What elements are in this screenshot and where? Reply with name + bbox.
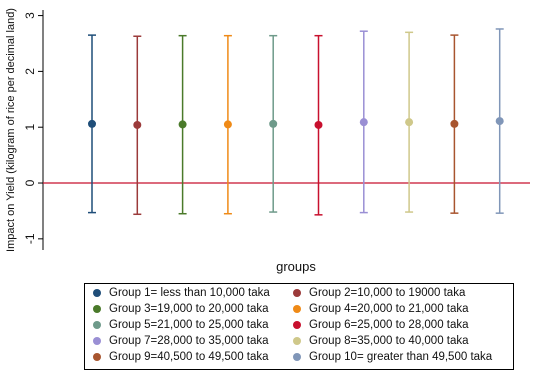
error-bars [88, 28, 504, 216]
legend-label: Group 8=35,000 to 40,000 taka [309, 335, 469, 347]
legend-item: Group 1= less than 10,000 taka [93, 287, 270, 299]
legend-marker [293, 353, 301, 361]
legend-label: Group 2=10,000 to 19000 taka [309, 287, 466, 299]
point-estimate [314, 120, 323, 129]
chart: -1 0 1 2 3 Impact on Yield (kilogram of rice… [5, 8, 530, 274]
errorbar-group [223, 34, 232, 215]
errorbar-group [178, 34, 187, 215]
errorbar-group [359, 30, 368, 214]
legend-item: Group 8=35,000 to 40,000 taka [293, 335, 469, 347]
point-estimate [450, 119, 459, 128]
legend-label: Group 7=28,000 to 35,000 taka [109, 335, 269, 347]
legend-marker [293, 321, 301, 329]
x-axis-label: groups [276, 259, 316, 274]
legend-marker [93, 321, 101, 329]
errorbar-group [133, 35, 142, 216]
legend: Group 1= less than 10,000 taka Group 2=10… [84, 283, 514, 370]
point-estimate [495, 117, 504, 126]
legend-label: Group 5=21,000 to 25,000 taka [109, 319, 269, 331]
y-tick-label: 2 [23, 68, 37, 75]
y-tick-label: 1 [23, 124, 37, 131]
y-tick-label: -1 [23, 233, 37, 244]
legend-item: Group 2=10,000 to 19000 taka [293, 287, 465, 299]
legend-marker [293, 305, 301, 313]
legend-item: Group 4=20,000 to 21,000 taka [293, 303, 469, 315]
y-tick-label: 3 [23, 12, 37, 19]
legend-item: Group 7=28,000 to 35,000 taka [93, 335, 269, 347]
legend-marker [93, 305, 101, 313]
legend-label: Group 3=19,000 to 20,000 taka [109, 303, 269, 315]
errorbar-group [269, 34, 278, 213]
point-estimate [133, 120, 142, 129]
legend-item: Group 3=19,000 to 20,000 taka [93, 303, 269, 315]
point-estimate [88, 119, 96, 128]
legend-marker [93, 353, 101, 361]
point-estimate [359, 118, 368, 127]
legend-label: Group 1= less than 10,000 taka [109, 287, 270, 299]
legend-item: Group 6=25,000 to 28,000 taka [293, 319, 469, 331]
point-estimate [269, 119, 278, 128]
errorbar-group [495, 28, 504, 214]
y-tick-label: 0 [23, 179, 37, 186]
point-estimate [178, 120, 187, 129]
errorbar-group [450, 34, 459, 214]
errorbar-group [405, 31, 414, 213]
legend-item: Group 5=21,000 to 25,000 taka [93, 319, 269, 331]
legend-item: Group 9=40,500 to 49,500 taka [93, 351, 269, 363]
y-axis-label: Impact on Yield (kilogram of rice per de… [5, 8, 17, 252]
point-estimate [405, 118, 414, 127]
legend-label: Group 10= greater than 49,500 taka [309, 351, 493, 363]
legend-marker [293, 289, 301, 297]
point-estimate [223, 120, 232, 129]
errorbar-group [314, 34, 323, 216]
legend-marker [93, 337, 101, 345]
legend-item: Group 10= greater than 49,500 taka [293, 351, 492, 363]
legend-marker [293, 337, 301, 345]
legend-marker [93, 289, 101, 297]
legend-label: Group 9=40,500 to 49,500 taka [109, 351, 269, 363]
y-ticks: -1 0 1 2 3 [23, 12, 43, 244]
legend-label: Group 6=25,000 to 28,000 taka [309, 319, 469, 331]
errorbar-group [88, 34, 96, 214]
legend-label: Group 4=20,000 to 21,000 taka [309, 303, 469, 315]
